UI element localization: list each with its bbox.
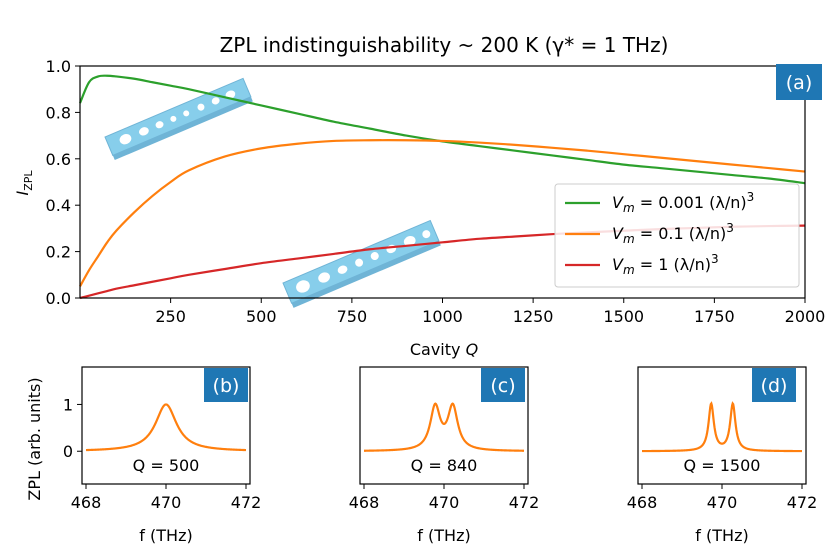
x-tick-label: 470 xyxy=(151,493,182,512)
x-tick-label: 250 xyxy=(155,307,186,326)
panel-badge: (b) xyxy=(204,368,248,402)
x-tick-label: 470 xyxy=(707,493,738,512)
panel-label: (d) xyxy=(761,375,788,397)
x-axis-label: f (THz) xyxy=(695,526,748,545)
chart-title: ZPL indistinguishability ~ 200 K (γ* = 1… xyxy=(220,33,669,57)
y-tick-label: 1 xyxy=(63,395,73,414)
panel-badge: (d) xyxy=(752,368,796,402)
x-tick-label: 500 xyxy=(246,307,277,326)
spectrum-line xyxy=(642,401,802,453)
ticks-a: 250 500 750 1000 1250 1500 1750 2000 0.0 0.2 0.4 0.… xyxy=(46,57,826,326)
nanobeam-cavity-illustration-upper xyxy=(104,77,253,161)
panel-a: ZPL indistinguishability ~ 200 K (γ* = 1… xyxy=(13,33,825,359)
y-axis-label: IZPL xyxy=(13,170,35,196)
x-axis-label: Cavity Q xyxy=(410,340,478,359)
y-axis-label: ZPL (arb. units) xyxy=(25,377,44,500)
x-tick-label: 468 xyxy=(349,493,380,512)
legend-entry-1: Vm = 0.001 (λ/n)3 xyxy=(612,190,754,215)
q-annotation: Q = 1500 xyxy=(684,456,761,475)
subpanels: 468 470 472 0 1 f (THz) Q = 500 (b) ZPL (arb. un… xyxy=(25,366,818,545)
y-tick-label: 0.4 xyxy=(46,196,71,215)
x-tick-label: 1250 xyxy=(513,307,554,326)
series-line-2 xyxy=(79,139,806,287)
x-tick-label: 470 xyxy=(429,493,460,512)
legend-entry-3: Vm = 1 (λ/n)3 xyxy=(612,252,719,277)
y-tick-label: 0.2 xyxy=(46,243,71,262)
panel-c: 468 470 472 f (THz) Q = 840 (c) xyxy=(349,366,540,545)
x-tick-label: 468 xyxy=(627,493,658,512)
panel-b: 468 470 472 0 1 f (THz) Q = 500 (b) ZPL (arb. un… xyxy=(25,366,262,545)
panel-label: (c) xyxy=(490,375,515,397)
panel-badge-a: (a) xyxy=(776,64,822,100)
y-tick-label: 0 xyxy=(63,442,73,461)
q-annotation: Q = 500 xyxy=(133,456,200,475)
x-tick-label: 1750 xyxy=(694,307,735,326)
q-annotation: Q = 840 xyxy=(411,456,478,475)
x-tick-label: 2000 xyxy=(785,307,826,326)
legend-entry-2: Vm = 0.1 (λ/n)3 xyxy=(612,221,734,246)
panel-badge: (c) xyxy=(481,368,525,402)
legend: Vm = 0.001 (λ/n)3 Vm = 0.1 (λ/n)3 Vm = 1 (… xyxy=(554,183,800,288)
y-tick-label: 0.6 xyxy=(46,150,71,169)
panel-d: 468 470 472 f (THz) Q = 1500 (d) xyxy=(627,366,818,545)
x-tick-label: 472 xyxy=(231,493,262,512)
x-tick-label: 750 xyxy=(337,307,368,326)
nanobeam-cavity-illustration-lower xyxy=(282,219,441,308)
y-tick-label: 0.0 xyxy=(46,289,71,308)
series-line-1 xyxy=(78,74,806,185)
y-tick-label: 0.8 xyxy=(46,103,71,122)
panel-label: (b) xyxy=(213,375,240,397)
y-tick-label: 1.0 xyxy=(46,57,71,76)
x-tick-label: 472 xyxy=(787,493,818,512)
x-tick-label: 472 xyxy=(509,493,540,512)
x-axis-label: f (THz) xyxy=(417,526,470,545)
spectrum-line xyxy=(363,402,525,452)
x-tick-label: 468 xyxy=(71,493,102,512)
svg-text:(a): (a) xyxy=(786,72,812,94)
spectrum-line xyxy=(85,403,247,452)
x-tick-label: 1000 xyxy=(422,307,463,326)
x-axis-label: f (THz) xyxy=(139,526,192,545)
x-tick-label: 1500 xyxy=(603,307,644,326)
